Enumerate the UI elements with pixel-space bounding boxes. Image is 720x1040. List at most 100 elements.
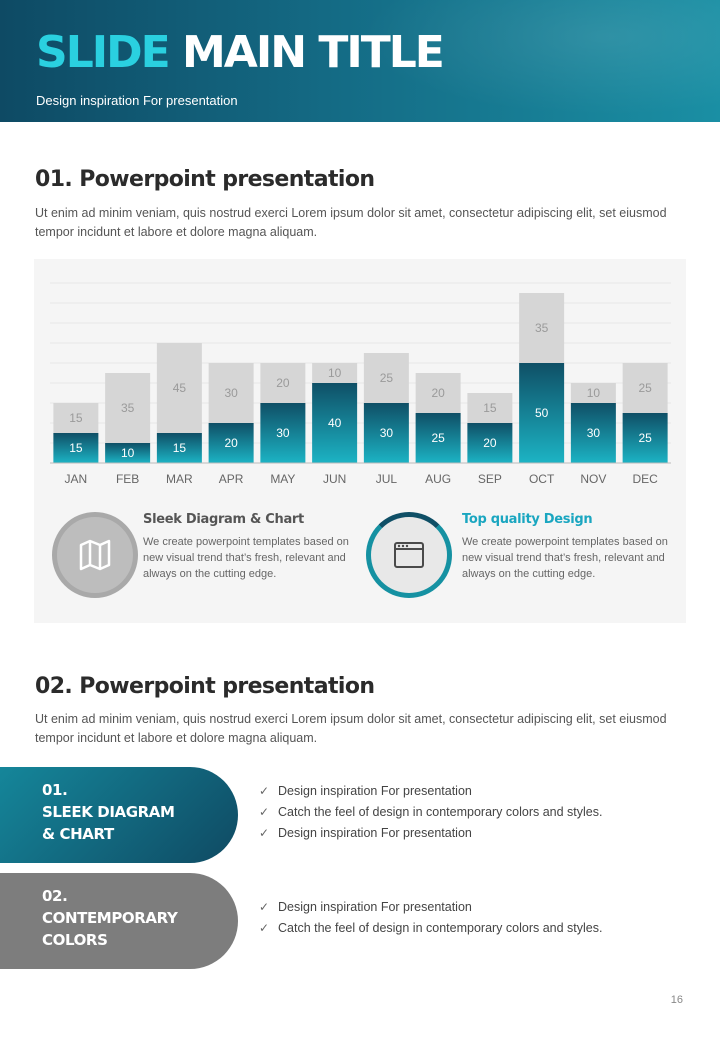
data-label: 10	[587, 386, 601, 400]
data-label: 30	[587, 426, 601, 440]
bar-segment-grey	[312, 363, 358, 383]
item2-checklist: ✓ Design inspiration For presentation ✓ Ca…	[259, 897, 602, 939]
bar-segment-teal	[363, 403, 409, 463]
section1-text: Ut enim ad minim veniam, quis nostrud ex…	[35, 206, 667, 239]
data-label: 45	[173, 381, 187, 395]
check-item-text: Catch the feel of design in contemporary…	[278, 921, 603, 935]
bar-segment-teal	[312, 383, 358, 463]
bar-segment-teal	[519, 363, 565, 463]
bar-segment-grey	[53, 403, 99, 433]
bar-segment-grey	[622, 363, 668, 413]
bar-segment-teal	[208, 423, 254, 463]
data-label: 15	[69, 411, 83, 425]
data-label: 20	[483, 436, 497, 450]
data-label: 15	[173, 441, 187, 455]
checkmark-icon: ✓	[259, 900, 270, 914]
data-label: 35	[121, 401, 135, 415]
data-label: 20	[276, 376, 290, 390]
section2-title: 02. Powerpoint presentation	[35, 674, 375, 699]
item2-line2: COLORS	[42, 931, 108, 949]
data-label: 20	[224, 436, 238, 450]
title-accent: SLIDE	[36, 27, 171, 78]
x-tick-label: APR	[219, 472, 244, 486]
data-label: 20	[431, 386, 445, 400]
item1-pill: 01. SLEEK DIAGRAM & CHART	[0, 767, 238, 863]
check-item-text: Catch the feel of design in contemporary…	[278, 805, 603, 819]
bar-segment-grey	[105, 373, 151, 443]
x-tick-label: NOV	[580, 472, 606, 486]
data-label: 40	[328, 416, 342, 430]
bar-segment-teal	[105, 443, 151, 463]
bar-segment-grey	[156, 343, 202, 433]
slide-subtitle: Design inspiration For presentation	[36, 93, 238, 108]
data-label: 35	[535, 321, 549, 335]
bar-segment-grey	[260, 363, 306, 403]
check-item: ✓ Design inspiration For presentation	[259, 823, 602, 844]
bar-segment-teal	[260, 403, 306, 463]
bar-segment-teal	[570, 403, 616, 463]
check-item: ✓ Design inspiration For presentation	[259, 781, 602, 802]
x-tick-label: OCT	[529, 472, 555, 486]
x-tick-label: JUL	[376, 472, 398, 486]
checkmark-icon: ✓	[259, 826, 270, 840]
map-icon	[79, 539, 111, 571]
check-item: ✓ Catch the feel of design in contemporar…	[259, 918, 602, 939]
x-tick-label: MAR	[166, 472, 193, 486]
item1-number: 01.	[42, 781, 68, 799]
feature1-title: Sleek Diagram & Chart	[143, 512, 304, 527]
browser-window-icon	[394, 542, 424, 568]
data-label: 15	[483, 401, 497, 415]
section2-text: Ut enim ad minim veniam, quis nostrud ex…	[35, 712, 667, 745]
bar-segment-teal	[53, 433, 99, 463]
x-tick-label: MAY	[270, 472, 295, 486]
bar-segment-grey	[208, 363, 254, 423]
check-item: ✓ Catch the feel of design in contemporar…	[259, 802, 602, 823]
feature1-text: We create powerpoint templates based on …	[143, 536, 349, 580]
data-label: 10	[328, 366, 342, 380]
bar-segment-grey	[570, 383, 616, 403]
bar-segment-grey	[415, 373, 461, 413]
check-item-text: Design inspiration For presentation	[278, 900, 472, 914]
check-item-text: Design inspiration For presentation	[278, 784, 472, 798]
data-label: 25	[638, 381, 652, 395]
bar-segment-grey	[519, 293, 565, 363]
data-label: 25	[638, 431, 652, 445]
bar-segment-teal	[467, 423, 513, 463]
feature2-badge	[366, 512, 452, 598]
feature1-badge	[52, 512, 138, 598]
item1-checklist: ✓ Design inspiration For presentation ✓ Ca…	[259, 781, 602, 844]
data-label: 25	[380, 371, 394, 385]
item2-pill: 02. CONTEMPORARY COLORS	[0, 873, 238, 969]
item1-line1: SLEEK DIAGRAM	[42, 803, 175, 821]
x-tick-label: DEC	[632, 472, 658, 486]
bar-segment-teal	[415, 413, 461, 463]
bar-segment-teal	[622, 413, 668, 463]
bar-segment-grey	[363, 353, 409, 403]
data-label: 30	[224, 386, 238, 400]
x-tick-label: JAN	[65, 472, 88, 486]
x-tick-label: SEP	[478, 472, 502, 486]
checkmark-icon: ✓	[259, 921, 270, 935]
data-label: 10	[121, 446, 135, 460]
data-label: 30	[380, 426, 394, 440]
data-label: 50	[535, 406, 549, 420]
section1-title: 01. Powerpoint presentation	[35, 167, 375, 192]
data-label: 25	[431, 431, 445, 445]
page-number: 16	[670, 994, 683, 1006]
x-tick-label: JUN	[323, 472, 346, 486]
feature2-text: We create powerpoint templates based on …	[462, 536, 668, 580]
item2-number: 02.	[42, 887, 68, 905]
feature2-title: Top quality Design	[462, 512, 593, 527]
item2-line1: CONTEMPORARY	[42, 909, 178, 927]
x-tick-label: AUG	[425, 472, 451, 486]
header-banner: SLIDE MAIN TITLE Design inspiration For …	[0, 0, 720, 122]
bar-segment-teal	[156, 433, 202, 463]
data-label: 30	[276, 426, 290, 440]
item1-line2: & CHART	[42, 825, 114, 843]
x-tick-label: FEB	[116, 472, 139, 486]
check-item: ✓ Design inspiration For presentation	[259, 897, 602, 918]
check-item-text: Design inspiration For presentation	[278, 826, 472, 840]
checkmark-icon: ✓	[259, 784, 270, 798]
checkmark-icon: ✓	[259, 805, 270, 819]
